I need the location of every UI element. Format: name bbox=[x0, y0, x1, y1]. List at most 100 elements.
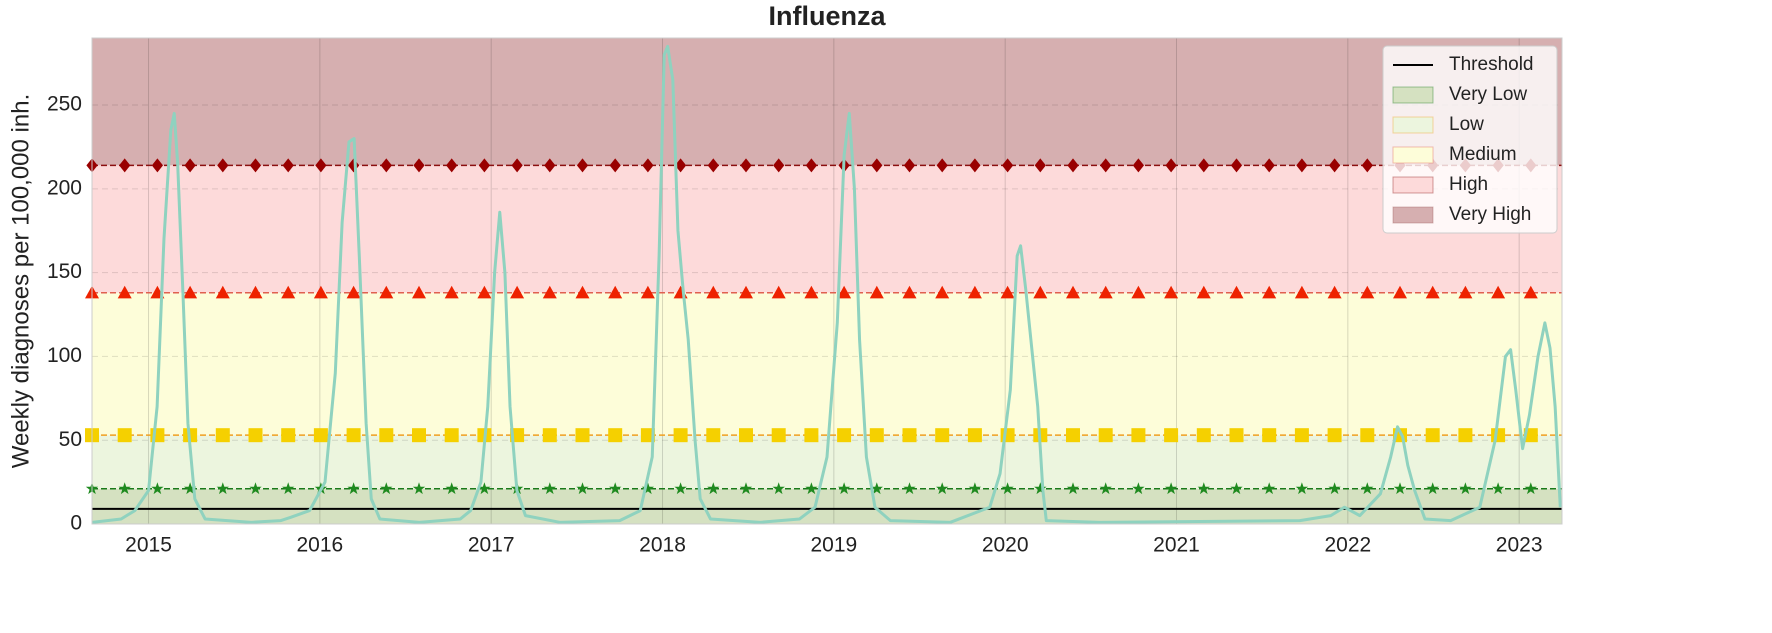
x-tick-label: 2018 bbox=[639, 534, 686, 557]
level-marker bbox=[217, 158, 229, 173]
level-marker bbox=[675, 158, 687, 173]
level-marker bbox=[216, 482, 229, 495]
level-marker bbox=[412, 428, 426, 443]
level-marker bbox=[544, 158, 556, 173]
level-marker bbox=[903, 158, 916, 173]
y-tick-label: 100 bbox=[47, 344, 82, 367]
level-marker bbox=[380, 482, 393, 495]
level-marker bbox=[1099, 482, 1112, 495]
level-marker bbox=[1132, 482, 1145, 495]
levels bbox=[92, 164, 1562, 490]
level-marker bbox=[1491, 285, 1506, 299]
level-marker bbox=[1131, 285, 1146, 299]
x-tick-label: 2020 bbox=[982, 534, 1029, 557]
level-marker bbox=[1034, 158, 1046, 173]
level-marker bbox=[151, 158, 163, 173]
level-marker bbox=[1328, 482, 1341, 495]
level-marker bbox=[445, 482, 458, 495]
level-marker bbox=[1131, 428, 1146, 443]
level-marker bbox=[1458, 285, 1473, 299]
level-marker bbox=[707, 482, 720, 495]
level-marker bbox=[1164, 482, 1178, 495]
legend-label: Medium bbox=[1449, 144, 1517, 165]
level-marker bbox=[1197, 482, 1210, 495]
level-marker bbox=[1294, 285, 1309, 299]
level-marker bbox=[1263, 482, 1276, 495]
legend-patch bbox=[1392, 146, 1434, 164]
x-tick-label: 2021 bbox=[1153, 534, 1200, 557]
level-marker bbox=[902, 428, 917, 443]
level-marker bbox=[936, 482, 949, 495]
level-marker bbox=[444, 428, 459, 443]
level-marker bbox=[771, 428, 786, 443]
level-marker bbox=[511, 158, 523, 173]
level-marker bbox=[805, 158, 817, 173]
band bbox=[92, 38, 1562, 166]
y-tick-label: 0 bbox=[70, 512, 82, 535]
level-marker bbox=[1360, 285, 1375, 299]
level-marker bbox=[1229, 285, 1244, 299]
level-marker bbox=[1327, 285, 1342, 299]
level-marker bbox=[609, 158, 621, 173]
level-marker bbox=[347, 482, 360, 495]
level-marker bbox=[380, 158, 392, 173]
level-marker bbox=[837, 428, 852, 443]
level-marker bbox=[640, 285, 655, 299]
level-marker bbox=[117, 285, 132, 299]
level-marker bbox=[118, 482, 131, 495]
level-marker bbox=[967, 285, 982, 299]
level-marker bbox=[477, 285, 492, 299]
level-marker bbox=[1196, 285, 1211, 299]
level-marker bbox=[1164, 428, 1179, 443]
level-marker bbox=[935, 428, 950, 443]
level-marker bbox=[1458, 428, 1473, 443]
level-marker bbox=[249, 482, 262, 495]
level-marker bbox=[1001, 482, 1014, 495]
level-marker bbox=[1002, 158, 1014, 173]
level-marker bbox=[1000, 285, 1015, 299]
level-marker bbox=[740, 158, 752, 173]
level-marker bbox=[641, 482, 655, 495]
level-marker bbox=[248, 285, 263, 299]
level-marker bbox=[804, 285, 819, 299]
level-marker bbox=[935, 285, 950, 299]
level-marker bbox=[1230, 158, 1243, 173]
level-marker bbox=[1098, 285, 1113, 299]
level-marker bbox=[1459, 482, 1472, 495]
level-marker bbox=[706, 428, 721, 443]
level-marker bbox=[575, 428, 590, 443]
level-marker bbox=[609, 482, 622, 495]
level-marker bbox=[674, 482, 687, 495]
level-marker bbox=[805, 482, 818, 495]
level-marker bbox=[1491, 428, 1506, 443]
x-tick-label: 2022 bbox=[1324, 534, 1371, 557]
level-marker bbox=[1425, 428, 1440, 443]
level-marker bbox=[348, 158, 360, 173]
legend-patch bbox=[1392, 176, 1434, 194]
level-marker bbox=[936, 158, 948, 173]
level-marker bbox=[346, 285, 361, 299]
level-marker bbox=[967, 428, 982, 443]
level-marker bbox=[151, 482, 164, 495]
level-marker bbox=[869, 285, 884, 299]
level-marker bbox=[968, 482, 982, 495]
level-marker bbox=[1164, 285, 1179, 299]
level-marker bbox=[315, 158, 327, 173]
level-marker bbox=[1066, 428, 1080, 443]
level-marker bbox=[1229, 428, 1244, 443]
level-marker bbox=[444, 285, 459, 299]
level-marker bbox=[248, 428, 263, 443]
level-marker bbox=[510, 285, 525, 299]
level-marker bbox=[1033, 285, 1048, 299]
level-marker bbox=[543, 482, 556, 495]
x-tick-label: 2016 bbox=[297, 534, 344, 557]
level-marker bbox=[542, 428, 557, 443]
level-marker bbox=[1034, 482, 1047, 495]
level-marker bbox=[478, 158, 490, 173]
level-marker bbox=[739, 285, 753, 299]
legend-label: High bbox=[1449, 174, 1488, 195]
level-marker bbox=[184, 158, 196, 173]
level-marker bbox=[1361, 158, 1373, 173]
level-marker bbox=[1067, 158, 1079, 173]
